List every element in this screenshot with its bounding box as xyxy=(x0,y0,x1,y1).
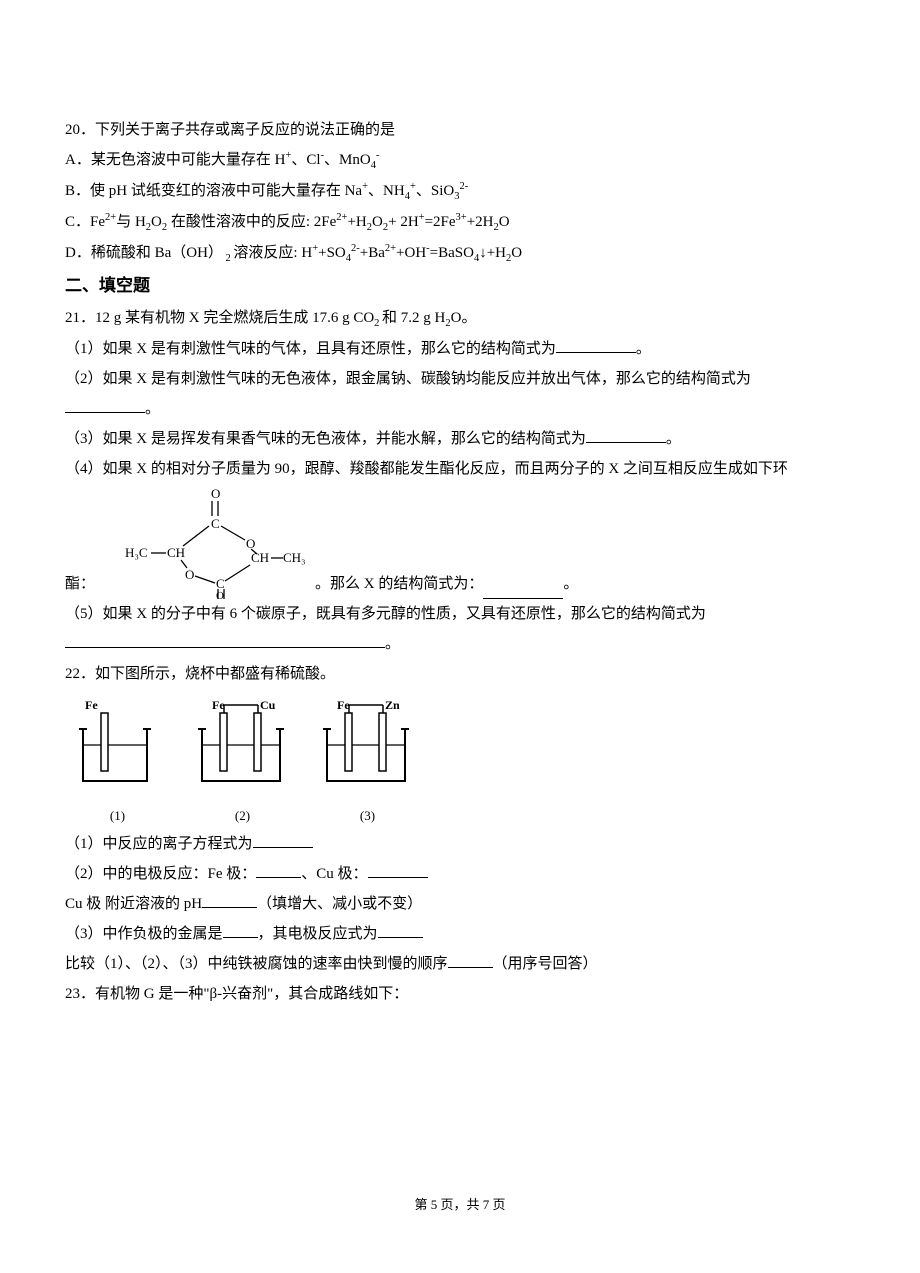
beaker-2-label: (2) xyxy=(190,803,295,829)
q21-p4: （4）如果 X 的相对分子质量为 90，跟醇、羧酸都能发生酯化反应，而且两分子的… xyxy=(65,454,855,484)
q20-option-d: D．稀硫酸和 Ba（OH） 2 溶液反应: H++SO42-+Ba2++OH-=… xyxy=(65,238,855,269)
blank-fill[interactable] xyxy=(202,893,257,908)
svg-text:O: O xyxy=(211,486,220,501)
q21-stem: 21．12 g 某有机物 X 完全燃烧后生成 17.6 g CO2 和 7.2 … xyxy=(65,303,855,334)
svg-text:H₃C: H₃C xyxy=(125,545,148,560)
q21-structure-line: 酯： O C O CH H₃C CH CH₃ O C xyxy=(65,484,855,599)
q22-p3: Cu 极 附近溶液的 pH（填增大、减小或不变） xyxy=(65,889,855,919)
beaker-3-label: (3) xyxy=(315,803,420,829)
q21-p2: （2）如果 X 是有刺激性气味的无色液体，跟金属钠、碳酸钠均能反应并放出气体，那… xyxy=(65,364,855,394)
svg-text:C: C xyxy=(211,516,220,531)
blank-fill[interactable] xyxy=(223,923,258,938)
q23-stem: 23．有机物 G 是一种"β-兴奋剂"，其合成路线如下： xyxy=(65,979,855,1009)
beaker-1: Fe (1) xyxy=(65,695,170,829)
blank-fill[interactable] xyxy=(586,428,666,443)
q21-p2-blank: 。 xyxy=(65,394,855,424)
beaker-2: Fe Cu (2) xyxy=(190,695,295,829)
section-2-header: 二、填空题 xyxy=(65,269,855,303)
blank-fill[interactable] xyxy=(556,338,636,353)
q20-option-b: B．使 pH 试纸变红的溶液中可能大量存在 Na+、NH4+、SiO32- xyxy=(65,176,855,207)
beaker-diagrams: Fe (1) Fe Cu (2) xyxy=(65,695,855,829)
blank-fill[interactable] xyxy=(256,863,301,878)
beaker-1-label: (1) xyxy=(65,803,170,829)
sup-minus: - xyxy=(376,150,380,161)
svg-text:O: O xyxy=(216,590,224,599)
blank-fill[interactable] xyxy=(368,863,428,878)
q20-a-text: A．某无色溶波中可能大量存在 H xyxy=(65,152,285,168)
q22-p4: （3）中作负极的金属是，其电极反应式为 xyxy=(65,919,855,949)
blank-fill[interactable] xyxy=(65,633,385,648)
q20-option-c: C．Fe2+与 H2O2 在酸性溶液中的反应: 2Fe2++H2O2+ 2H+=… xyxy=(65,207,855,238)
blank-fill[interactable] xyxy=(253,833,313,848)
q22-p1: （1）中反应的离子方程式为 xyxy=(65,829,855,859)
svg-text:O: O xyxy=(185,567,194,582)
sub-4: 4 xyxy=(371,160,376,171)
svg-text:CH₃: CH₃ xyxy=(283,550,306,565)
blank-fill[interactable] xyxy=(65,398,145,413)
svg-text:C: C xyxy=(216,576,225,591)
cyclic-ester-structure: O C O CH H₃C CH CH₃ O C xyxy=(115,484,315,599)
svg-text:Zn: Zn xyxy=(385,698,400,712)
svg-text:CH: CH xyxy=(167,545,185,560)
q22-p2: （2）中的电极反应：Fe 极：、Cu 极： xyxy=(65,859,855,889)
blank-fill[interactable] xyxy=(448,953,493,968)
q21-p5-blank: 。 xyxy=(65,629,855,659)
q20-stem: 20．下列关于离子共存或离子反应的说法正确的是 xyxy=(65,115,855,145)
blank-fill[interactable] xyxy=(483,584,563,599)
q20-option-a: A．某无色溶波中可能大量存在 H+、Cl-、MnO4- xyxy=(65,145,855,176)
svg-text:CH: CH xyxy=(251,550,269,565)
page-footer: 第 5 页，共 7 页 xyxy=(0,1192,920,1218)
q21-p3: （3）如果 X 是易挥发有果香气味的无色液体，并能水解，那么它的结构简式为。 xyxy=(65,424,855,454)
q21-p1: （1）如果 X 是有刺激性气味的气体，且具有还原性，那么它的结构简式为。 xyxy=(65,334,855,364)
svg-text:O: O xyxy=(246,536,255,551)
beaker-3: Fe Zn (3) xyxy=(315,695,420,829)
blank-fill[interactable] xyxy=(378,923,423,938)
q22-stem: 22．如下图所示，烧杯中都盛有稀硫酸。 xyxy=(65,659,855,689)
svg-text:Fe: Fe xyxy=(85,698,98,712)
q22-p5: 比较（1）、（2）、（3）中纯铁被腐蚀的速率由快到慢的顺序（用序号回答） xyxy=(65,949,855,979)
q21-p5: （5）如果 X 的分子中有 6 个碳原子，既具有多元醇的性质，又具有还原性，那么… xyxy=(65,599,855,629)
svg-text:Cu: Cu xyxy=(260,698,276,712)
